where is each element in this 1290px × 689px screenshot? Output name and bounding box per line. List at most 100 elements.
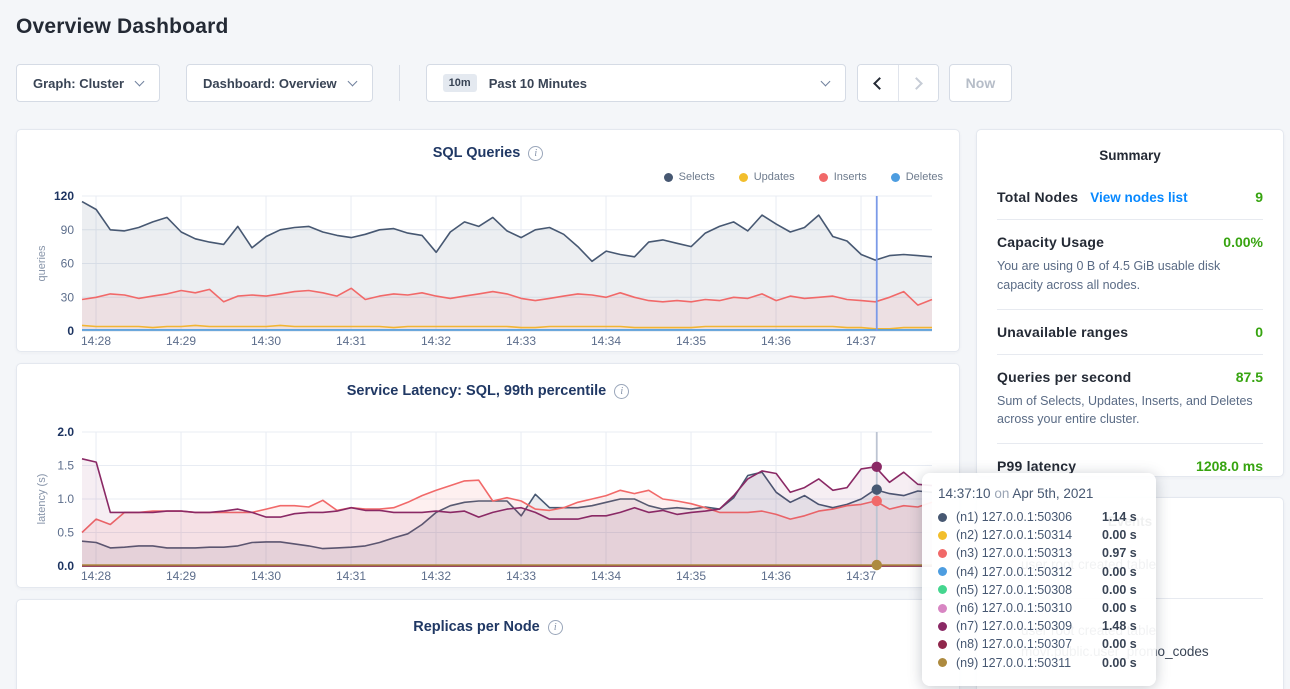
series-line xyxy=(81,324,932,330)
y-axis-label: latency (s) xyxy=(36,474,48,525)
x-tick-label: 14:31 xyxy=(336,569,366,583)
summary-value: 9 xyxy=(1255,189,1263,205)
crosshair-dot xyxy=(871,495,882,507)
charts-column: SQL Queries i Selects Updates Inserts Delet… xyxy=(16,129,960,689)
graph-dropdown[interactable]: Graph: Cluster xyxy=(16,64,161,102)
tooltip-node-label: (n4) 127.0.0.1:50312 xyxy=(956,564,1073,579)
y-tick-label: 120 xyxy=(54,189,74,203)
node-color-dot-icon xyxy=(938,512,947,522)
y-tick-label: 2.0 xyxy=(57,427,74,439)
tooltip-date: Apr 5th, 2021 xyxy=(1012,486,1094,501)
x-tick-label: 14:28 xyxy=(81,569,111,583)
tooltip-node-label: (n6) 127.0.0.1:50310 xyxy=(956,601,1073,616)
chart-header: Replicas per Node i xyxy=(33,617,943,637)
summary-panel: Summary Total Nodes View nodes list 9 Ca… xyxy=(976,129,1284,477)
tooltip-row: (n4) 127.0.0.1:50312 0.00 s xyxy=(938,563,1140,581)
tooltip-row: (n9) 127.0.0.1:50311 0.00 s xyxy=(938,654,1140,672)
y-tick-label: 0.5 xyxy=(57,526,74,540)
now-button[interactable]: Now xyxy=(948,64,1013,102)
summary-label: Unavailable ranges xyxy=(997,323,1129,340)
toolbar-divider xyxy=(398,65,400,101)
y-tick-label: 1.5 xyxy=(57,459,74,473)
chart-legend: Selects Updates Inserts Deletes xyxy=(33,169,943,185)
chart-tooltip: 14:37:10 on Apr 5th, 2021 (n1) 127.0.0.1… xyxy=(922,473,1156,686)
x-tick-label: 14:30 xyxy=(251,569,281,583)
series-line xyxy=(81,458,933,520)
tooltip-row: (n3) 127.0.0.1:50313 0.97 s xyxy=(938,544,1140,562)
node-color-dot-icon xyxy=(938,585,947,595)
tooltip-time: 14:37:10 xyxy=(938,486,991,501)
tooltip-node-label: (n5) 127.0.0.1:50308 xyxy=(956,582,1073,597)
x-tick-label: 14:33 xyxy=(506,569,536,583)
summary-description: You are using 0 B of 4.5 GiB usable disk… xyxy=(997,259,1221,292)
time-range-label: Past 10 Minutes xyxy=(488,75,587,91)
summary-value: 0 xyxy=(1255,323,1263,340)
legend-label: Deletes xyxy=(905,171,943,183)
info-icon[interactable]: i xyxy=(547,619,563,635)
summary-label: Capacity Usage xyxy=(997,234,1105,250)
tooltip-node-value: 0.00 s xyxy=(1102,637,1137,652)
x-tick-label: 14:34 xyxy=(591,334,621,348)
graph-dropdown-label: Graph: Cluster xyxy=(33,75,125,91)
x-tick-label: 14:32 xyxy=(421,569,451,583)
tooltip-node-label: (n1) 127.0.0.1:50306 xyxy=(956,510,1073,525)
info-icon[interactable]: i xyxy=(614,383,630,399)
time-prev-button[interactable] xyxy=(857,65,898,101)
replicas-card: Replicas per Node i xyxy=(16,599,960,689)
summary-row-qps: Queries per second 87.5 Sum of Selects, … xyxy=(997,369,1263,430)
info-icon[interactable]: i xyxy=(528,145,544,161)
chevron-left-icon xyxy=(873,76,887,90)
legend-dot-icon xyxy=(738,172,748,182)
chevron-down-icon xyxy=(347,76,358,86)
tooltip-row: (n5) 127.0.0.1:50308 0.00 s xyxy=(938,581,1140,599)
tooltip-row: (n1) 127.0.0.1:50306 1.14 s xyxy=(938,508,1140,526)
summary-row-capacity: Capacity Usage 0.00% You are using 0 B o… xyxy=(997,234,1263,295)
series-line xyxy=(81,471,933,550)
summary-label: P99 latency xyxy=(997,458,1077,474)
view-nodes-link[interactable]: View nodes list xyxy=(1090,190,1188,205)
tooltip-node-value: 1.48 s xyxy=(1102,619,1137,634)
time-next-button[interactable] xyxy=(897,65,938,101)
toolbar: Graph: Cluster Dashboard: Overview 10m P… xyxy=(16,64,1290,102)
legend-item: Selects xyxy=(663,171,715,183)
divider xyxy=(997,353,1263,355)
chevron-down-icon xyxy=(134,76,145,86)
node-color-dot-icon xyxy=(938,603,947,613)
crosshair-dot xyxy=(871,461,882,473)
tooltip-node-value: 0.97 s xyxy=(1102,546,1137,561)
x-tick-label: 14:31 xyxy=(336,334,366,348)
chart-header: SQL Queries i xyxy=(33,143,943,163)
latency-card: Service Latency: SQL, 99th percentile i … xyxy=(16,363,960,588)
chart-header: Service Latency: SQL, 99th percentile i xyxy=(33,381,943,401)
divider xyxy=(997,219,1263,220)
x-tick-label: 14:29 xyxy=(166,334,196,348)
legend-item: Updates xyxy=(738,171,795,183)
sql-queries-chart[interactable]: 14:28 14:29 14:30 14:31 14:32 14:33 14:34 14:35… xyxy=(33,187,945,351)
y-tick-label: 0 xyxy=(67,324,74,338)
tooltip-on-word: on xyxy=(994,486,1010,501)
series-line xyxy=(81,200,933,263)
x-tick-label: 14:37 xyxy=(846,334,876,348)
x-tick-label: 14:37 xyxy=(846,569,876,583)
tooltip-node-label: (n3) 127.0.0.1:50313 xyxy=(956,546,1073,561)
divider xyxy=(997,443,1263,444)
x-tick-label: 14:35 xyxy=(676,334,706,348)
y-tick-label: 30 xyxy=(61,290,75,304)
tooltip-rows: (n1) 127.0.0.1:50306 1.14 s (n2) 127.0.0.1… xyxy=(938,508,1140,672)
x-tick-label: 14:33 xyxy=(506,334,536,348)
latency-chart[interactable]: 14:28 14:29 14:30 14:31 14:32 14:33 14:34 14:35… xyxy=(33,427,945,587)
y-tick-label: 1.0 xyxy=(57,492,74,506)
series-line xyxy=(81,479,933,534)
summary-row-total-nodes: Total Nodes View nodes list 9 xyxy=(997,189,1263,205)
legend-label: Updates xyxy=(753,171,795,183)
tooltip-timestamp: 14:37:10 on Apr 5th, 2021 xyxy=(938,486,1140,501)
dashboard-dropdown[interactable]: Dashboard: Overview xyxy=(186,64,373,102)
x-tick-label: 14:35 xyxy=(676,569,706,583)
crosshair-dot xyxy=(871,559,882,571)
summary-description: Sum of Selects, Updates, Inserts, and De… xyxy=(997,393,1253,427)
tooltip-node-value: 1.14 s xyxy=(1102,510,1137,525)
tooltip-node-value: 0.00 s xyxy=(1102,582,1137,597)
tooltip-node-value: 0.00 s xyxy=(1102,601,1137,616)
tooltip-row: (n7) 127.0.0.1:50309 1.48 s xyxy=(938,617,1140,635)
time-range-dropdown[interactable]: 10m Past 10 Minutes xyxy=(425,64,846,102)
